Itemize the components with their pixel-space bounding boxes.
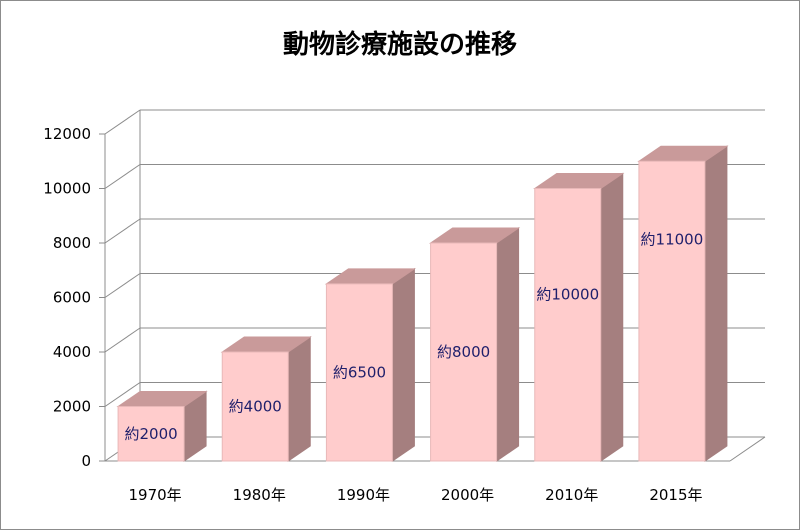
x-category-label: 2000年: [441, 486, 494, 504]
y-tick-label: 4000: [53, 343, 91, 361]
bar: [534, 188, 602, 462]
y-tick-label: 12000: [43, 125, 91, 143]
x-category-label: 1980年: [233, 486, 286, 504]
gridline-diagonal: [104, 218, 141, 244]
bar: [430, 242, 498, 462]
bar-side: [496, 227, 520, 462]
gridline-diagonal: [104, 327, 141, 353]
x-category-label: 2015年: [649, 486, 702, 504]
y-tick-label: 10000: [43, 180, 91, 198]
data-label: 約2000: [124, 425, 177, 443]
y-tick-label: 8000: [53, 234, 91, 252]
bar-side: [287, 336, 311, 462]
gridline-diagonal: [104, 382, 141, 407]
y-tick-label: 0: [81, 452, 91, 470]
floor-right-edge: [729, 436, 766, 462]
data-label: 約8000: [437, 343, 490, 361]
data-labels: 約2000 約4000 約6500 約8000 約10000 約11000: [124, 230, 703, 443]
data-label: 約11000: [641, 230, 704, 248]
bar: [221, 351, 289, 462]
x-category-label: 1990年: [337, 486, 390, 504]
bar: [638, 160, 706, 462]
bar-side: [600, 172, 624, 462]
bar: [117, 406, 185, 462]
y-axis-ticks: 0 2000 4000 6000 8000 10000 12000: [43, 125, 91, 470]
bar-side: [391, 267, 415, 462]
gridline-diagonal: [104, 109, 141, 135]
y-tick-label: 6000: [53, 289, 91, 307]
data-label: 約6500: [333, 363, 386, 381]
gridline-diagonal: [104, 273, 141, 298]
y-tick-label: 2000: [53, 398, 91, 416]
bars: [116, 145, 729, 462]
x-category-label: 1970年: [128, 486, 181, 504]
bar: [325, 283, 393, 462]
bar-side: [704, 145, 728, 462]
gridline-diagonal: [104, 164, 141, 189]
data-label: 約10000: [536, 286, 599, 304]
data-label: 約4000: [229, 398, 282, 416]
chart-title: 動物診療施設の推移: [282, 30, 517, 60]
x-category-label: 2010年: [545, 486, 598, 504]
x-axis-categories: 1970年 1980年 1990年 2000年 2010年 2015年: [128, 486, 702, 504]
